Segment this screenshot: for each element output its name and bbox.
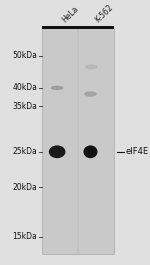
Text: 35kDa: 35kDa xyxy=(12,102,37,111)
Text: 25kDa: 25kDa xyxy=(13,147,37,156)
Text: 50kDa: 50kDa xyxy=(12,51,37,60)
Bar xyxy=(42,28,114,254)
Bar xyxy=(78,26,114,29)
Text: 20kDa: 20kDa xyxy=(13,183,37,192)
Ellipse shape xyxy=(85,65,98,69)
Text: 15kDa: 15kDa xyxy=(13,232,37,241)
Text: HeLa: HeLa xyxy=(60,4,80,24)
Ellipse shape xyxy=(83,145,98,158)
Text: K-562: K-562 xyxy=(94,2,115,24)
Bar xyxy=(42,26,78,29)
Ellipse shape xyxy=(49,145,65,158)
Ellipse shape xyxy=(84,91,97,97)
Text: 40kDa: 40kDa xyxy=(12,83,37,92)
Text: eIF4E: eIF4E xyxy=(125,147,148,156)
Ellipse shape xyxy=(51,86,64,90)
